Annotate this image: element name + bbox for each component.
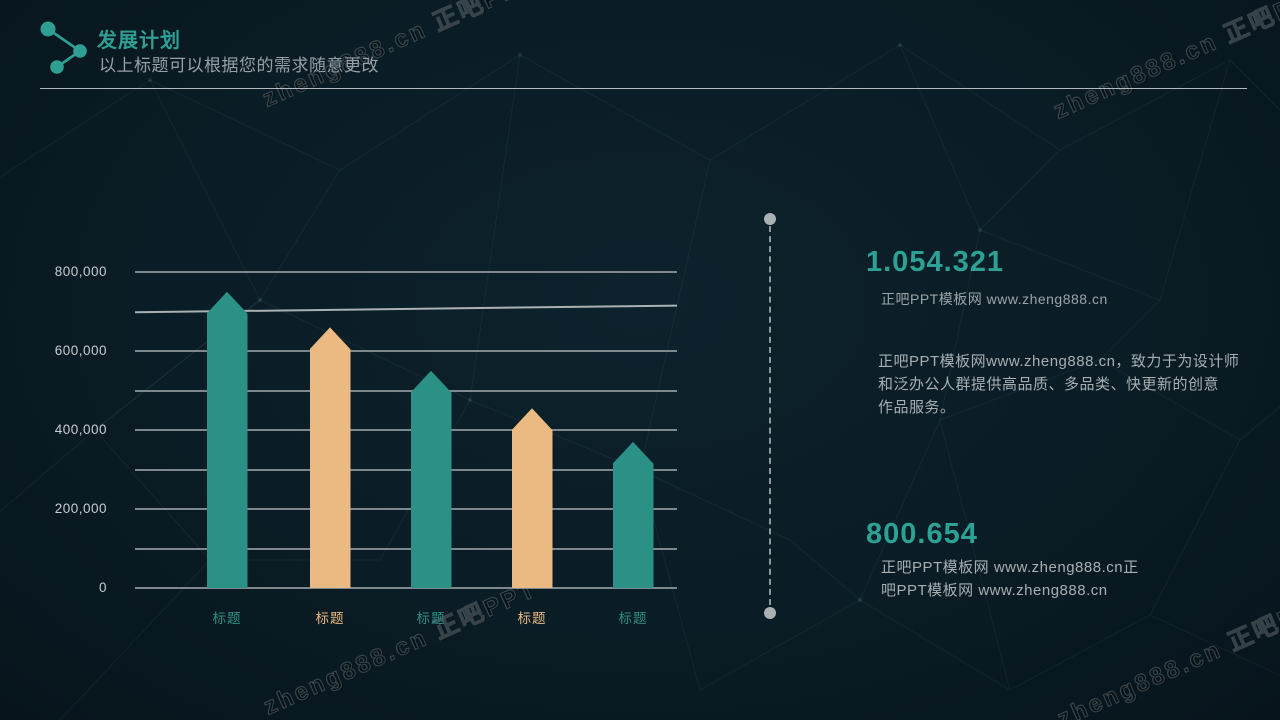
gridline — [135, 468, 677, 471]
gridline — [135, 429, 677, 431]
y-tick-label: 0 — [98, 580, 107, 595]
gridline — [135, 508, 677, 510]
y-tick-label: 800,000 — [54, 264, 107, 279]
stat-description-line: 吧PPT模板网 www.zheng888.cn — [881, 582, 1108, 599]
gridline — [135, 547, 677, 550]
gridline — [135, 271, 677, 273]
gridline — [135, 350, 677, 352]
stat-number-2: 800.654 — [866, 518, 978, 550]
header-divider — [40, 88, 1247, 89]
page-title: 发展计划 — [97, 30, 181, 52]
separator-dot-top — [764, 213, 776, 225]
x-axis-category-label: 标题 — [517, 611, 547, 626]
stat-label-1: 正吧PPT模板网 www.zheng888.cn — [881, 291, 1108, 307]
bar — [511, 408, 553, 588]
separator-dot-bottom — [764, 607, 776, 619]
stat-description-2: 正吧PPT模板网 www.zheng888.cn正 吧PPT模板网 www.zh… — [881, 556, 1139, 602]
gridline — [135, 587, 677, 589]
gridline — [135, 389, 677, 392]
bar — [612, 441, 654, 588]
plot-area: 标题 标题 标题 标题 标题 — [134, 271, 678, 626]
stat-description-line: 和泛办公人群提供高品质、多品类、快更新的创意 — [878, 376, 1220, 393]
stat-description-1: 正吧PPT模板网www.zheng888.cn，致力于为设计师 和泛办公人群提供… — [878, 350, 1239, 419]
bar — [309, 327, 351, 588]
stat-number-1: 1.054.321 — [866, 246, 1005, 278]
stat-description-line: 正吧PPT模板网 www.zheng888.cn正 — [881, 559, 1139, 576]
stat-description-line: 正吧PPT模板网www.zheng888.cn，致力于为设计师 — [878, 353, 1240, 370]
y-tick-label: 600,000 — [54, 343, 107, 358]
separator-dashed-line — [769, 226, 771, 605]
page-subtitle: 以上标题可以根据您的需求随意更改 — [99, 56, 379, 75]
y-tick-label: 200,000 — [54, 501, 107, 516]
y-tick-label: 400,000 — [54, 422, 107, 437]
x-axis-category-label: 标题 — [416, 611, 446, 626]
molecule-nodes-icon — [40, 21, 87, 74]
stat-description-line: 作品服务。 — [878, 399, 956, 416]
y-axis-labels: 800,000 600,000 400,000 200,000 0 — [40, 264, 107, 595]
bar — [206, 291, 248, 588]
x-axis-category-label: 标题 — [315, 611, 345, 626]
x-axis-category-label: 标题 — [212, 611, 242, 626]
bar — [410, 370, 452, 588]
x-axis-category-label: 标题 — [618, 611, 648, 626]
